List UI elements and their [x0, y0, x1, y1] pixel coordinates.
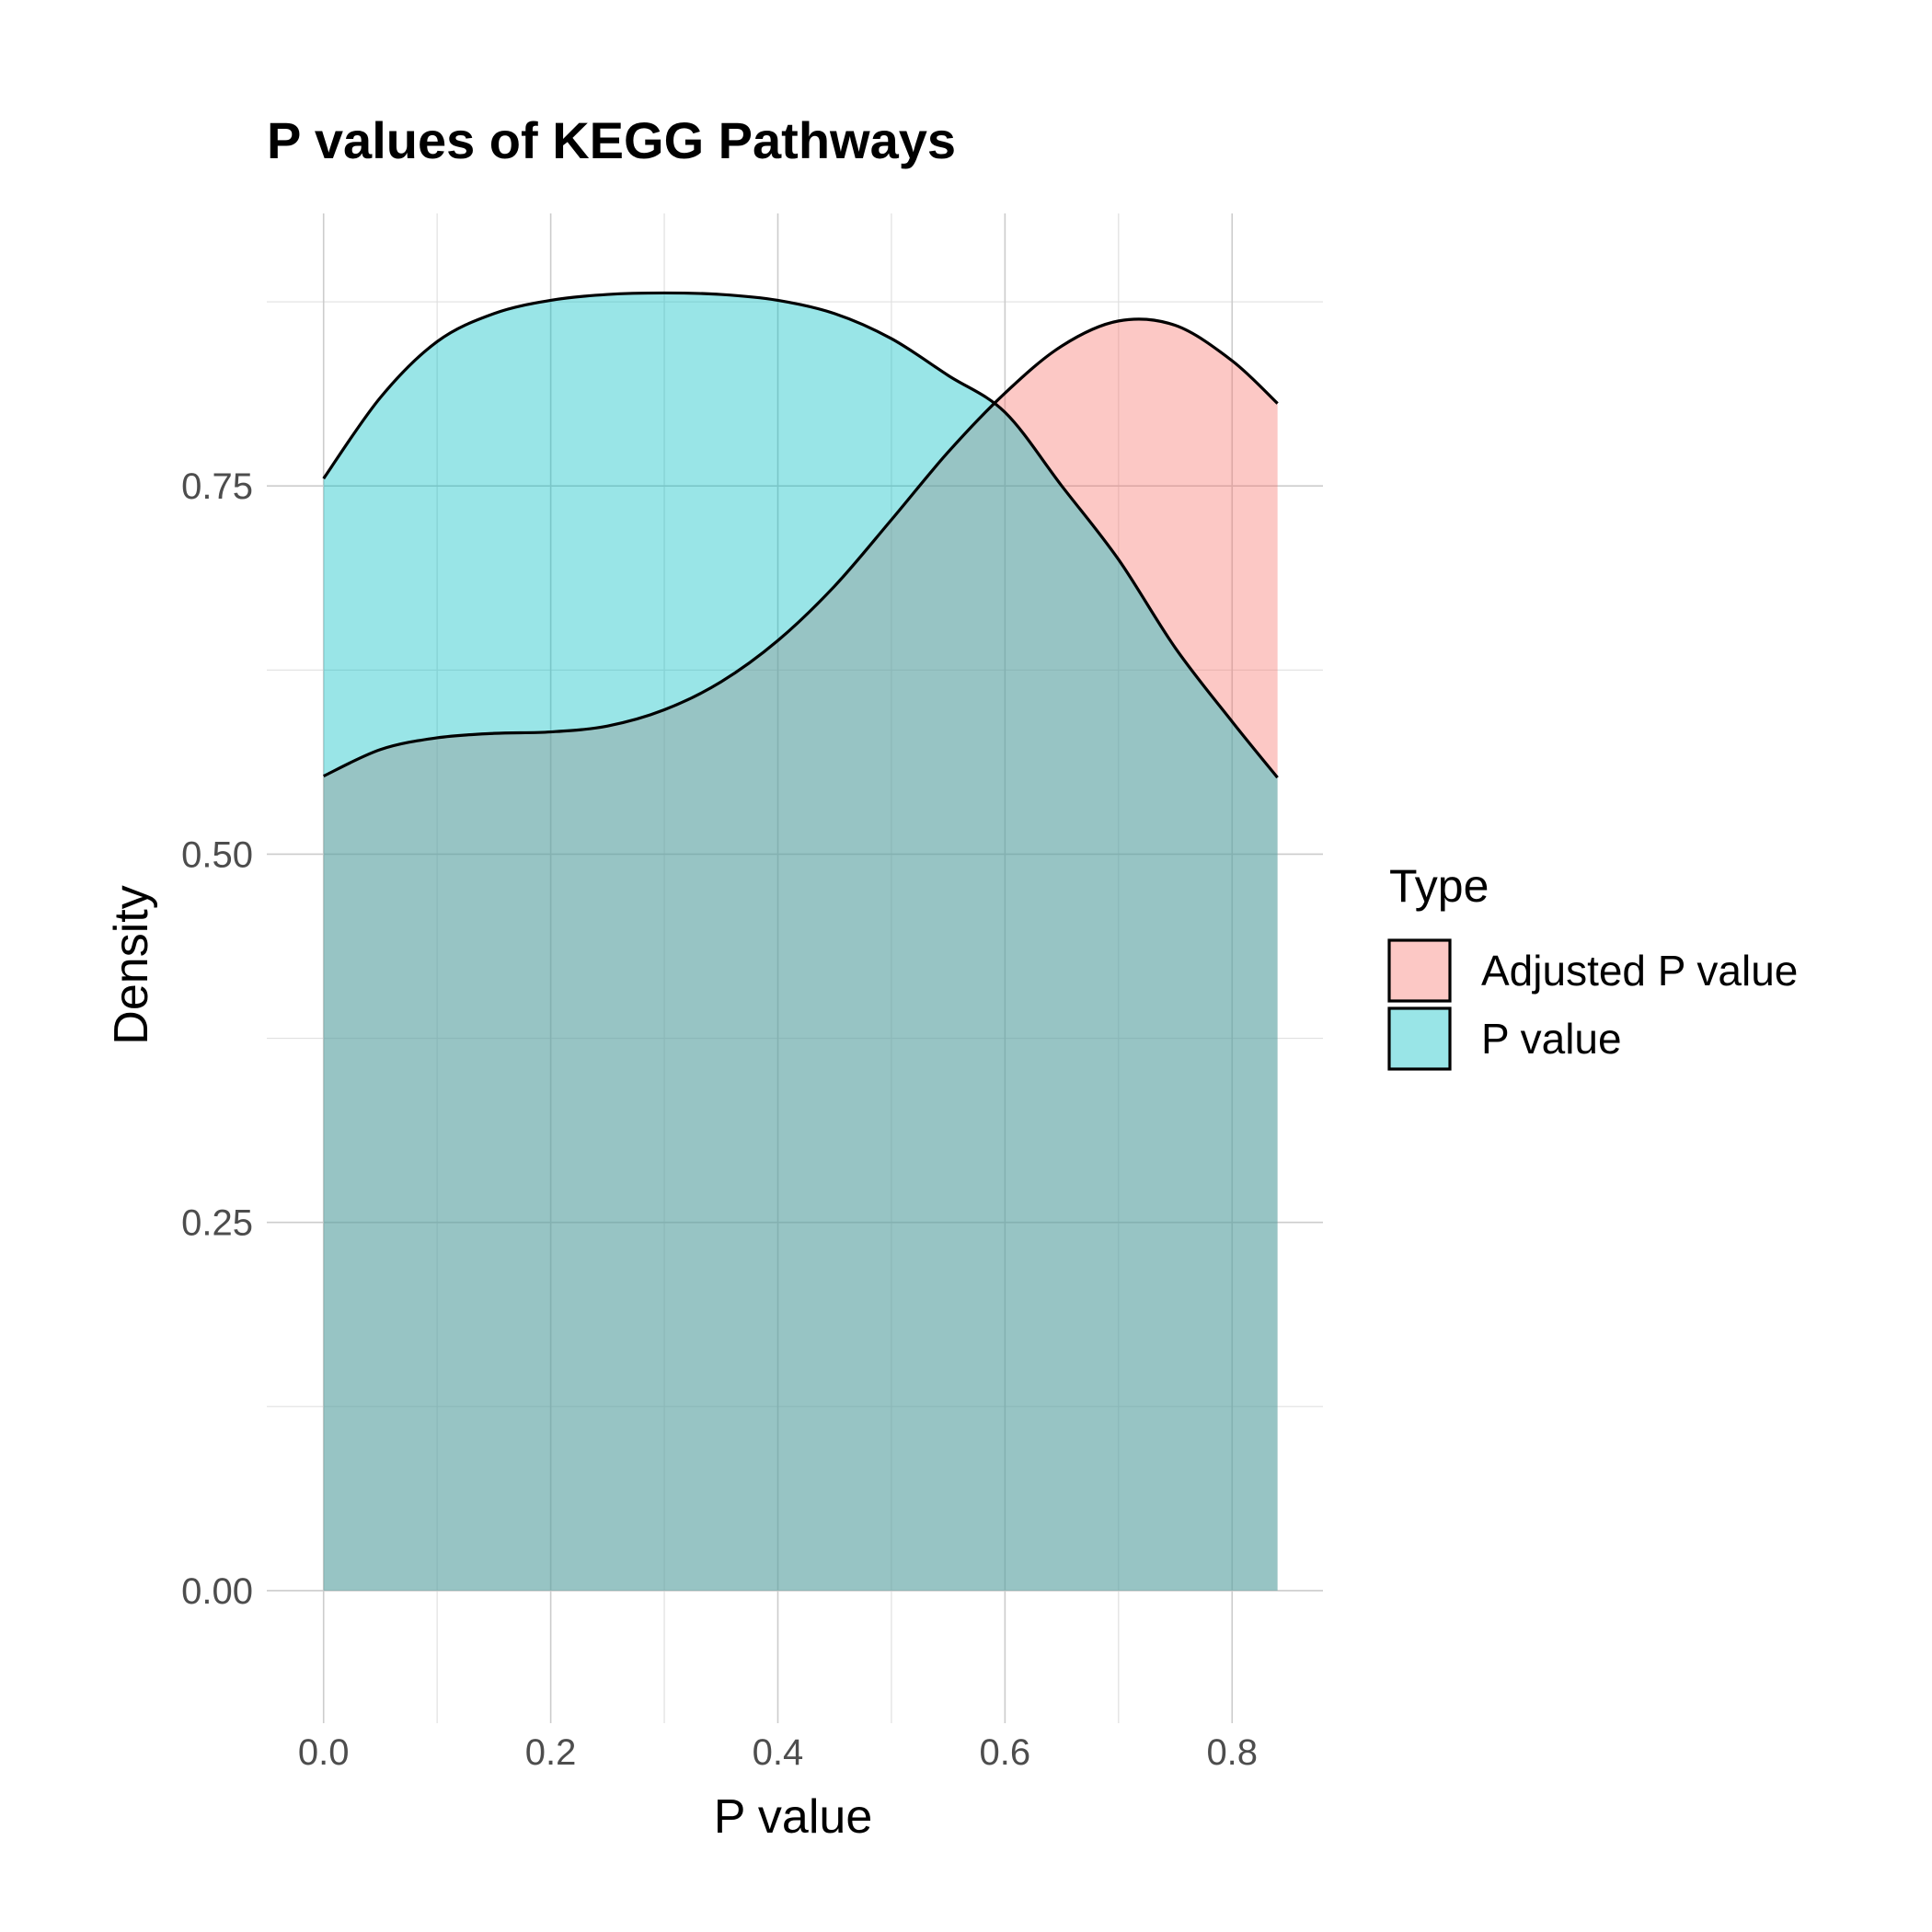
- y-tick-label: 0.25: [181, 1203, 253, 1244]
- legend-title: Type: [1389, 860, 1489, 912]
- legend: Type Adjusted P value P value: [1387, 860, 1798, 1071]
- legend-label: Adjusted P value: [1481, 947, 1798, 995]
- density-areas: [323, 293, 1278, 1591]
- chart-title: P values of KEGG Pathways: [267, 111, 956, 169]
- x-axis-ticks: 0.0 0.2 0.4 0.6 0.8: [298, 1732, 1258, 1773]
- x-tick-label: 0.0: [298, 1732, 350, 1773]
- y-tick-label: 0.75: [181, 466, 253, 507]
- x-tick-label: 0.2: [525, 1732, 577, 1773]
- x-tick-label: 0.4: [753, 1732, 804, 1773]
- x-tick-label: 0.8: [1206, 1732, 1258, 1773]
- y-axis-ticks: 0.00 0.25 0.50 0.75: [181, 466, 253, 1612]
- legend-item-adjusted-p-value: Adjusted P value: [1387, 938, 1798, 1003]
- y-tick-label: 0.00: [181, 1571, 253, 1612]
- legend-item-p-value: P value: [1387, 1006, 1622, 1071]
- density-line-adjusted-p-value: [323, 317, 1279, 778]
- density-area-p-value: [323, 293, 1278, 1591]
- x-axis-title: P value: [714, 1790, 873, 1844]
- y-axis-title: Density: [105, 885, 158, 1044]
- grid-lines: [267, 213, 1323, 1723]
- y-tick-label: 0.50: [181, 834, 253, 875]
- density-area-adjusted-p-value: [323, 318, 1278, 1591]
- legend-key: [1387, 938, 1452, 1003]
- x-tick-label: 0.6: [980, 1732, 1031, 1773]
- legend-key: [1387, 1006, 1452, 1071]
- density-line-p-value: [322, 291, 1279, 779]
- legend-label: P value: [1481, 1015, 1622, 1063]
- density-lines: [322, 291, 1279, 779]
